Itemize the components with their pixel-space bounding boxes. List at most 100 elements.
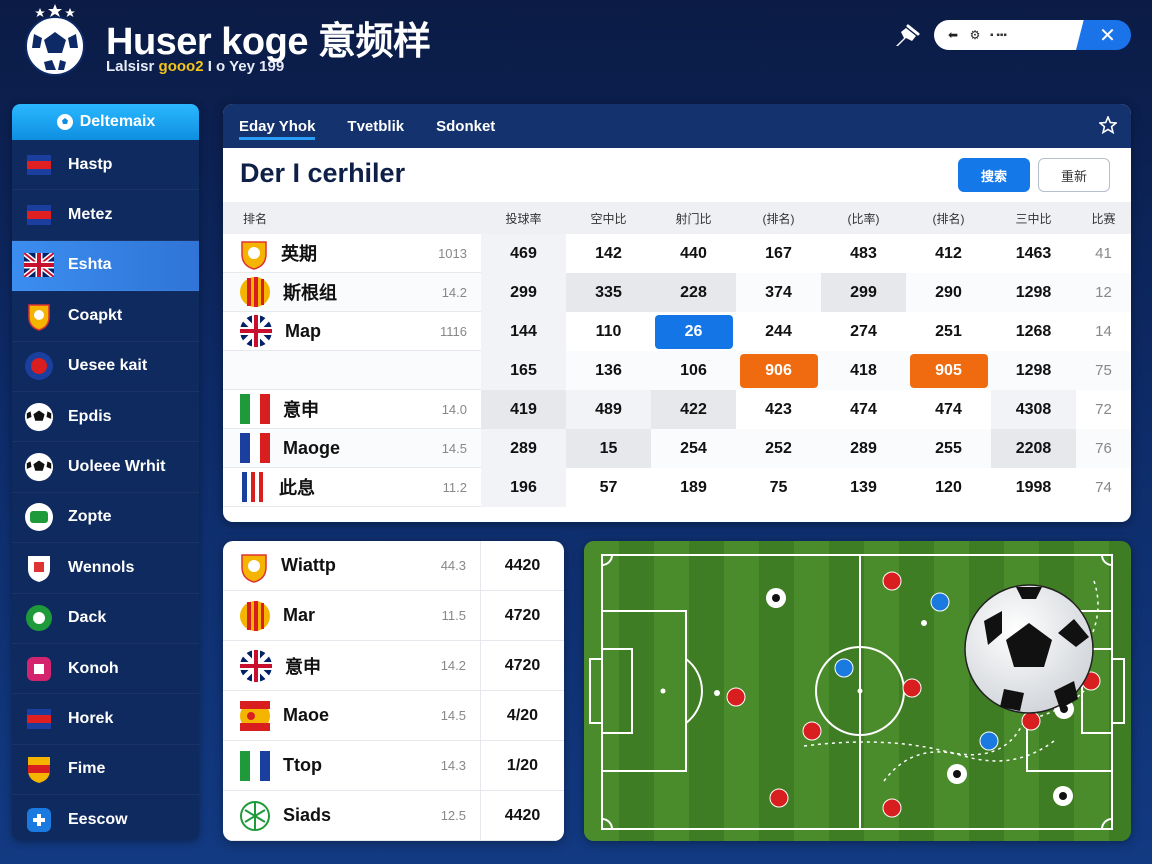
cell-value: 299 bbox=[510, 283, 537, 301]
sidebar-item[interactable]: Eescow bbox=[12, 795, 199, 840]
back-icon[interactable]: ⬅ bbox=[947, 28, 959, 42]
cell-value: 75 bbox=[769, 478, 788, 496]
list-item[interactable]: Wiattp 44.3 4420 bbox=[223, 541, 564, 591]
sidebar-item-label: Horek bbox=[68, 709, 114, 727]
cell-value: 252 bbox=[765, 439, 792, 457]
table-cell: 72 bbox=[1076, 390, 1131, 429]
list-item[interactable]: Maoe 14.5 4/20 bbox=[223, 691, 564, 741]
cell-value: 75 bbox=[1095, 362, 1112, 379]
column-header[interactable]: (排名) bbox=[932, 211, 965, 226]
star-icon[interactable] bbox=[1099, 116, 1117, 134]
team-name: Map bbox=[285, 320, 321, 341]
team-rating: 14.3 bbox=[440, 758, 466, 773]
team-cell: 斯根组 14.2 bbox=[223, 273, 481, 312]
search-icon[interactable]: ⚙ bbox=[969, 28, 981, 42]
cell-value: 474 bbox=[850, 400, 877, 418]
team-name: Mar bbox=[283, 605, 316, 625]
team-flag-icon bbox=[239, 649, 273, 683]
cell-value: 289 bbox=[510, 439, 537, 457]
cell-value: 142 bbox=[595, 244, 622, 262]
sidebar-item[interactable]: Fime bbox=[12, 745, 199, 796]
cell-value: 120 bbox=[935, 478, 962, 496]
pin-icon[interactable] bbox=[892, 24, 920, 50]
tab-3[interactable]: Sdonket bbox=[436, 117, 496, 135]
team-cell: Wiattp 44.3 bbox=[223, 541, 481, 590]
sidebar-item-label: Hastp bbox=[68, 155, 113, 173]
sidebar-item[interactable]: Eshta bbox=[12, 240, 199, 292]
search-input[interactable]: ▪ ▪▪▪ bbox=[990, 29, 1007, 41]
list-item[interactable]: Mar 11.5 4720 bbox=[223, 591, 564, 641]
table-row[interactable]: 斯根组 14.2 299 335 228 374 299 290 1298 12 bbox=[223, 273, 1131, 312]
table-body: 英期 1013 469 142 440 167 483 412 1463 41 斯根组 14.2 299… bbox=[223, 234, 1131, 507]
sidebar-item[interactable]: Coapkt bbox=[12, 291, 199, 342]
sidebar-header[interactable]: Deltemaix bbox=[12, 104, 199, 140]
list-item[interactable]: Ttop 14.3 1/20 bbox=[223, 741, 564, 791]
table-row[interactable]: Maoge 14.5 289 15 254 252 289 255 2208 76 bbox=[223, 429, 1131, 468]
column-header[interactable]: 比赛 bbox=[1091, 211, 1116, 226]
team-name: Siads bbox=[283, 805, 332, 825]
table-row[interactable]: Map 1116 144 110 26 244 274 251 1268 14 bbox=[223, 312, 1131, 351]
search-bar[interactable]: ⬅ ⚙ ▪ ▪▪▪ bbox=[934, 20, 1084, 50]
panel-title: Der I cerhiler bbox=[240, 158, 406, 188]
reset-button[interactable]: 重新 bbox=[1038, 158, 1110, 192]
search-button[interactable]: 搜索 bbox=[958, 158, 1030, 192]
sidebar-item[interactable]: Uesee kait bbox=[12, 342, 199, 392]
column-header[interactable]: 空中比 bbox=[590, 211, 627, 226]
cell-value: 57 bbox=[599, 478, 618, 496]
list-item[interactable]: 意申 14.2 4720 bbox=[223, 641, 564, 691]
sidebar-item[interactable]: Horek bbox=[12, 694, 199, 745]
column-header[interactable]: 射门比 bbox=[675, 211, 712, 226]
table-cell: 289 bbox=[481, 429, 566, 468]
team-cell: Siads 12.5 bbox=[223, 791, 481, 840]
sidebar-item[interactable]: Wennols bbox=[12, 543, 199, 594]
table-cell: 374 bbox=[736, 273, 821, 312]
team-list: Wiattp 44.3 4420 Mar 11.5 4720 意申 14.2 4720 Maoe 1… bbox=[223, 541, 564, 841]
table-cell: 189 bbox=[651, 468, 736, 507]
sidebar-item[interactable]: Dack bbox=[12, 594, 199, 644]
table-cell: 254 bbox=[651, 429, 736, 468]
table-row[interactable]: 165 136 106 906 418 905 1298 75 bbox=[223, 351, 1131, 390]
column-header[interactable]: 排名 bbox=[243, 211, 268, 226]
team-rating: 14.2 bbox=[440, 658, 466, 673]
close-icon[interactable]: ✕ bbox=[1076, 20, 1131, 50]
cell-value: 251 bbox=[935, 322, 962, 340]
table-cell: 474 bbox=[821, 390, 906, 429]
team-cell: Maoge 14.5 bbox=[223, 429, 481, 468]
app-subtitle: Lalsisr gooo2 I o Yey 199 bbox=[106, 58, 284, 75]
team-rating: 11.5 bbox=[441, 608, 466, 623]
tab-1[interactable]: Eday Yhok bbox=[239, 104, 316, 148]
table-row[interactable]: 英期 1013 469 142 440 167 483 412 1463 41 bbox=[223, 234, 1131, 273]
team-name: Maoe bbox=[283, 705, 330, 725]
sidebar-item[interactable]: Uoleee Wrhit bbox=[12, 442, 199, 493]
table-row[interactable]: 意申 14.0 419 489 422 423 474 474 4308 72 bbox=[223, 390, 1131, 429]
table-cell: 255 bbox=[906, 429, 991, 468]
list-item[interactable]: Siads 12.5 4420 bbox=[223, 791, 564, 841]
sidebar-item[interactable]: Zopte bbox=[12, 493, 199, 544]
team-name: 意申 bbox=[285, 656, 321, 677]
table-cell: 251 bbox=[906, 312, 991, 351]
table-cell: 75 bbox=[736, 468, 821, 507]
sidebar-item[interactable]: Hastp bbox=[12, 140, 199, 191]
team-rating: 44.3 bbox=[440, 558, 466, 573]
sidebar-item[interactable]: Metez bbox=[12, 190, 199, 241]
cell-value: 274 bbox=[850, 322, 877, 340]
app-title: Huser koge 意频样 bbox=[106, 21, 431, 63]
column-header[interactable]: (排名) bbox=[762, 211, 795, 226]
table-row[interactable]: 此息 11.2 196 57 189 75 139 120 1998 74 bbox=[223, 468, 1131, 507]
cell-value: 228 bbox=[680, 283, 707, 301]
flag-icon bbox=[24, 150, 54, 180]
table-cell: 422 bbox=[651, 390, 736, 429]
table-cell: 106 bbox=[651, 351, 736, 390]
column-header[interactable]: 投球率 bbox=[505, 211, 542, 226]
sidebar-item[interactable]: Konoh bbox=[12, 644, 199, 695]
cell-value: 423 bbox=[765, 400, 792, 418]
team-name: Maoge bbox=[283, 437, 341, 458]
tab-2[interactable]: Tvetblik bbox=[347, 117, 405, 135]
cell-value: 289 bbox=[850, 439, 877, 457]
sidebar-item-label: Uesee kait bbox=[68, 357, 148, 375]
column-header[interactable]: 三中比 bbox=[1015, 211, 1052, 226]
cell-value: 1298 bbox=[1015, 283, 1052, 301]
column-header[interactable]: (比率) bbox=[847, 211, 880, 226]
team-name: Wiattp bbox=[281, 555, 336, 575]
sidebar-item[interactable]: Epdis bbox=[12, 392, 199, 443]
